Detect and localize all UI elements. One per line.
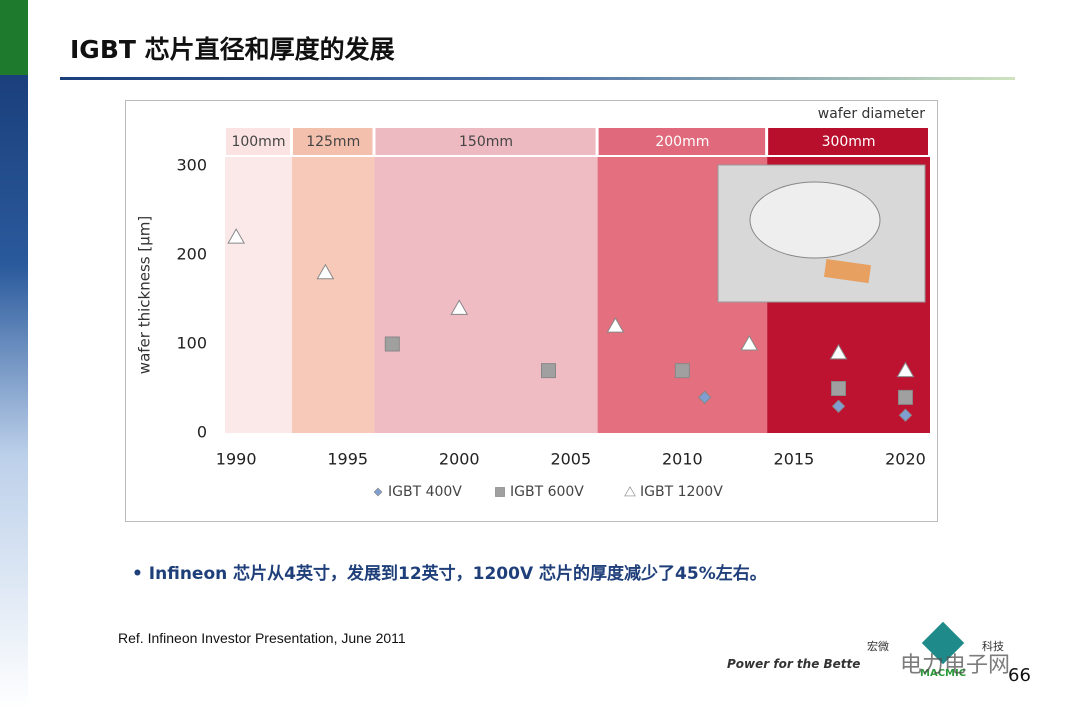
data-point — [831, 380, 847, 396]
bullet-text: Infineon 芯片从4英寸，发展到12英寸，1200V 芯片的厚度减少了45… — [148, 564, 767, 584]
diameter-band — [291, 157, 375, 433]
wafer — [749, 181, 881, 259]
data-point — [898, 408, 913, 422]
title-rule — [60, 77, 1015, 80]
legend-marker — [624, 486, 636, 497]
logo-right: 科技 — [982, 640, 1004, 653]
band-header — [598, 128, 766, 155]
legend-label: IGBT 1200V — [640, 484, 723, 500]
data-point — [740, 334, 759, 351]
legend-marker — [495, 487, 505, 497]
x-tick-label: 2015 — [774, 450, 815, 469]
data-point — [831, 399, 846, 413]
logo-brand: MACMIC — [920, 668, 967, 679]
data-point — [450, 299, 469, 315]
legend-label: IGBT 600V — [510, 484, 584, 500]
y-tick-label: 300 — [176, 155, 207, 174]
x-tick-label: 1995 — [327, 450, 368, 469]
x-tick-label: 1990 — [216, 450, 257, 469]
data-point — [829, 343, 848, 360]
band-label: 200mm — [655, 134, 709, 150]
data-point — [384, 336, 400, 352]
x-tick-label: 2020 — [885, 450, 926, 469]
band-label: 125mm — [306, 134, 360, 150]
side-strip-blue — [0, 75, 28, 709]
legend-marker — [373, 487, 383, 497]
data-point — [227, 228, 246, 244]
data-point — [896, 361, 915, 378]
y-axis-label: wafer thickness [µm] — [136, 216, 154, 374]
side-strip-green — [0, 0, 28, 75]
watermark: 电力电子网 — [900, 653, 1011, 678]
slogan: Power for the Bette — [727, 657, 861, 671]
band-header — [768, 128, 928, 155]
reference: Ref. Infineon Investor Presentation, Jun… — [118, 630, 406, 646]
x-tick-label: 2010 — [662, 450, 703, 469]
x-tick-label: 2000 — [439, 450, 480, 469]
diameter-band — [225, 157, 292, 433]
band-label: 100mm — [231, 134, 285, 150]
band-header — [226, 128, 290, 155]
bullet: • Infineon 芯片从4英寸，发展到12英寸，1200V 芯片的厚度减少了… — [132, 564, 767, 584]
data-point — [697, 390, 712, 405]
band-header — [375, 128, 596, 155]
y-tick-label: 0 — [197, 423, 207, 442]
band-label: 150mm — [459, 134, 513, 150]
y-tick-label: 200 — [176, 244, 207, 263]
data-point — [540, 363, 556, 379]
diameter-band — [374, 157, 598, 433]
y-tick-label: 100 — [176, 333, 207, 352]
data-point — [316, 263, 335, 280]
banknote — [823, 259, 872, 284]
x-tick-label: 2005 — [550, 450, 591, 469]
band-header — [292, 128, 373, 155]
page-number: 66 — [1008, 665, 1031, 686]
band-caption: wafer diameter — [818, 106, 925, 122]
slide-title: IGBT 芯片直径和厚度的发展 — [70, 35, 395, 64]
data-point — [606, 317, 625, 333]
band-label: 300mm — [822, 134, 876, 150]
wafer-photo — [717, 164, 926, 303]
logo-left: 宏微 — [867, 640, 889, 653]
data-point — [897, 389, 913, 405]
data-point — [674, 363, 690, 379]
legend-label: IGBT 400V — [388, 484, 462, 500]
